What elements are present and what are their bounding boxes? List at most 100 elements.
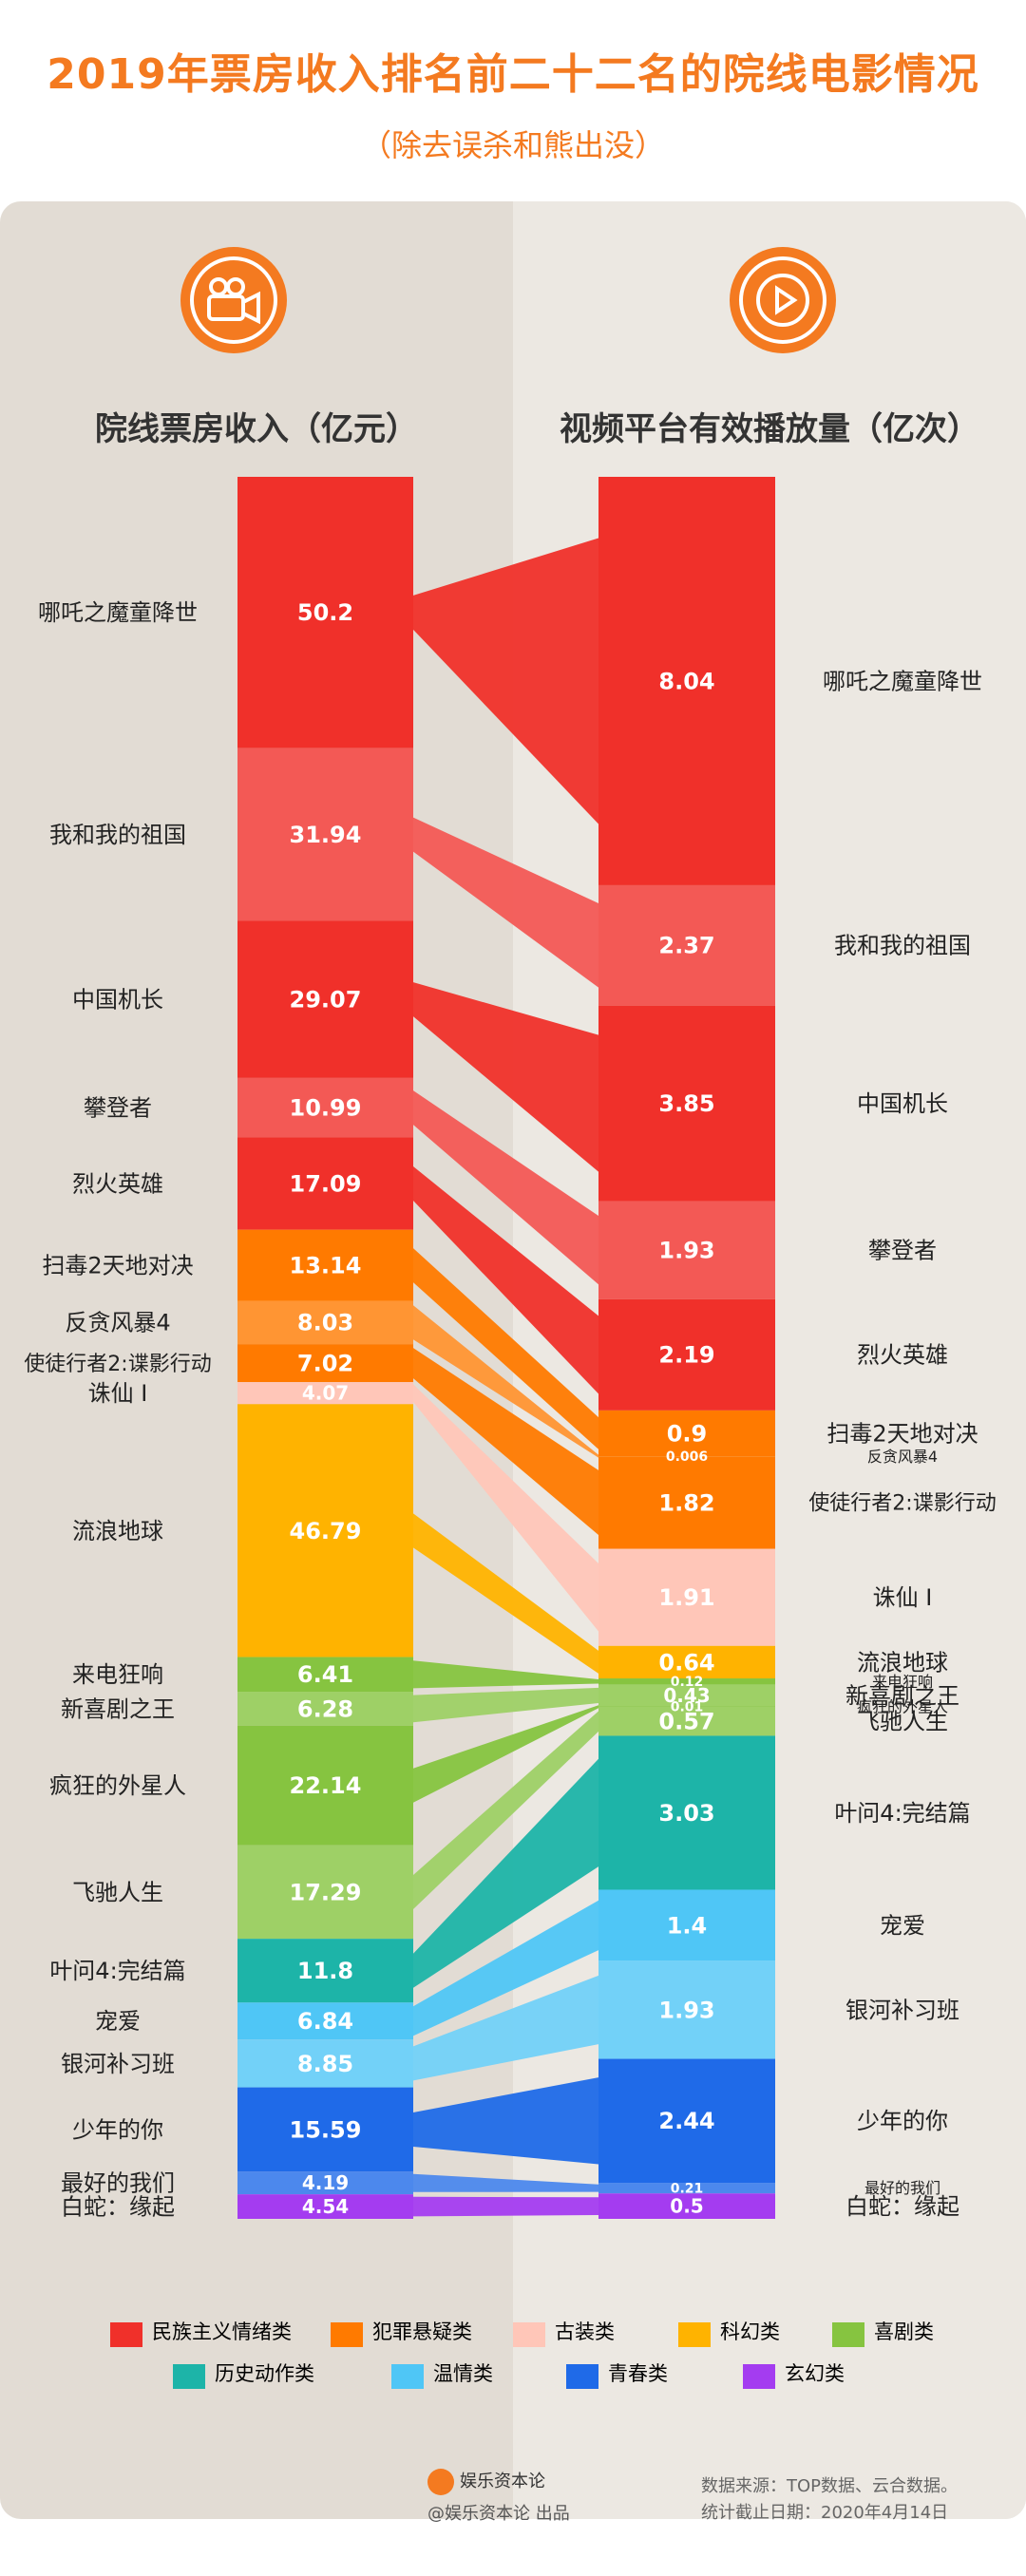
film-12-name-left: 疯狂的外星人 [49,1772,186,1799]
film-0-views-label: 8.04 [658,668,714,694]
film-10-name-right: 来电狂响 [872,1673,933,1691]
legend-label-2: 古装类 [555,2320,615,2343]
film-16-views-bar [598,1960,775,2059]
film-2-name-right: 中国机长 [857,1090,948,1117]
film-4-box-office-bar [238,1137,413,1230]
legend-item-3: 科幻类 [678,2318,780,2347]
film-13-flow [413,1711,598,1909]
footer-brand: 娱乐资本论 [428,2468,545,2495]
legend-label-3: 科幻类 [720,2320,780,2343]
film-13-name-left: 飞驰人生 [72,1879,163,1905]
film-5-flow [413,1248,598,1449]
film-15-name-left: 宠爱 [95,2008,141,2035]
film-13-box-office-bar [238,1845,413,1940]
film-12-box-office-label: 22.14 [290,1772,362,1799]
legend-item-6: 温情类 [391,2359,493,2389]
film-10-flow [413,1660,598,1689]
film-2-box-office-label: 29.07 [290,987,362,1013]
film-3-views-bar [598,1201,775,1299]
film-14-views-bar [598,1735,775,1890]
film-12-views-bar [598,1706,775,1707]
film-14-views-label: 3.03 [658,1800,714,1827]
film-18-flow [413,2173,598,2192]
film-6-name-right: 反贪风暴4 [867,1448,938,1466]
film-9-box-office-bar [238,1404,413,1657]
film-15-box-office-bar [238,2002,413,2040]
film-8-flow [413,1384,598,1632]
legend-item-5: 历史动作类 [173,2359,314,2389]
legend-label-4: 喜剧类 [874,2320,934,2343]
cutoff-date: 统计截止日期：2020年4月14日 [701,2503,949,2523]
film-9-name-left: 流浪地球 [72,1518,163,1544]
legend-swatch-5 [173,2363,205,2389]
film-18-name-left: 最好的我们 [61,2170,175,2197]
film-14-flow [413,1758,598,1988]
film-2-flow [413,982,598,1172]
film-17-name-left: 少年的你 [72,2116,163,2143]
film-10-views-label: 0.12 [671,1675,704,1690]
left-column-header: 院线票房收入（亿元） [95,410,418,448]
legend-label-5: 历史动作类 [215,2362,314,2385]
film-4-views-bar [598,1298,775,1411]
film-12-views-label: 0.01 [671,1700,704,1715]
legend-label-6: 温情类 [433,2362,493,2385]
film-2-views-label: 3.85 [658,1090,714,1117]
film-10-views-bar [598,1678,775,1685]
film-10-name-left: 来电狂响 [72,1661,163,1688]
film-7-flow [413,1348,598,1536]
film-10-box-office-label: 6.41 [297,1661,353,1688]
data-source: 数据来源：TOP数据、云合数据。 统计截止日期：2020年4月14日 [701,2473,958,2527]
film-11-name-right: 新喜剧之王 [846,1682,960,1709]
legend-item-2: 古装类 [513,2318,615,2347]
film-9-flow [413,1513,598,1674]
film-19-box-office-bar [238,2194,413,2219]
film-5-views-bar [598,1410,775,1457]
film-8-name-right: 诛仙 I [873,1584,933,1611]
film-16-name-left: 银河补习班 [61,2051,175,2077]
film-1-box-office-label: 31.94 [290,822,362,848]
film-4-views-label: 2.19 [658,1342,714,1369]
film-8-views-label: 1.91 [658,1584,714,1611]
film-18-views-bar [598,2183,775,2194]
legend-swatch-1 [331,2321,363,2347]
film-0-name-left: 哪吒之魔童降世 [38,599,198,626]
legend-swatch-4 [832,2321,864,2347]
film-8-views-bar [598,1548,775,1646]
film-5-name-right: 扫毒2天地对决 [826,1420,978,1447]
film-7-name-left: 使徒行者2:谍影行动 [24,1353,211,1376]
film-9-views-bar [598,1645,775,1679]
film-3-flow [413,1090,598,1285]
film-10-box-office-bar [238,1657,413,1693]
film-1-name-right: 我和我的祖国 [834,933,971,959]
legend-label-8: 玄幻类 [785,2362,845,2385]
film-3-box-office-bar [238,1077,413,1138]
legend-label-1: 犯罪悬疑类 [372,2320,472,2343]
film-16-name-right: 银河补习班 [846,1997,960,2023]
film-4-name-left: 烈火英雄 [72,1170,163,1197]
movie-camera-icon [180,247,287,353]
chart-subtitle: （除去误杀和熊出没） [360,127,665,163]
film-13-views-label: 0.57 [658,1709,714,1735]
film-0-box-office-bar [238,477,413,748]
film-12-flow [413,1705,598,1803]
legend-item-4: 喜剧类 [832,2318,934,2347]
film-17-views-label: 2.44 [658,2108,714,2134]
film-17-box-office-bar [238,2087,413,2172]
film-18-views-label: 0.21 [671,2182,704,2197]
film-19-name-left: 白蛇：缘起 [61,2193,175,2220]
film-19-name-right: 白蛇：缘起 [846,2193,960,2220]
film-1-flow [413,817,598,988]
film-4-box-office-label: 17.09 [290,1170,362,1197]
film-19-views-label: 0.5 [670,2195,703,2218]
film-17-name-right: 少年的你 [857,2108,948,2134]
film-1-name-left: 我和我的祖国 [49,822,186,848]
film-7-box-office-bar [238,1344,413,1383]
film-1-views-bar [598,884,775,1006]
film-2-views-bar [598,1005,775,1202]
film-6-flow [413,1305,598,1458]
film-6-box-office-bar [238,1300,413,1345]
film-4-name-right: 烈火英雄 [857,1342,948,1369]
film-8-box-office-bar [238,1382,413,1405]
film-19-views-bar [598,2193,775,2219]
